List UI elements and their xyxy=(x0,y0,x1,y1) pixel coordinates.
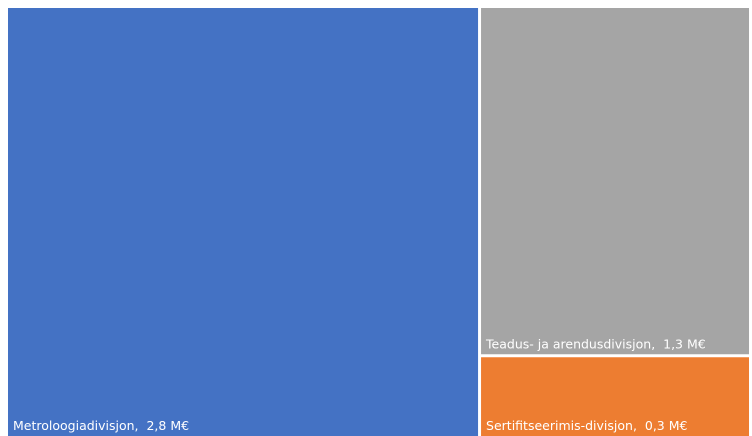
treemap-label-0: Metroloogiadivisjon, 2,8 M€ xyxy=(13,418,189,433)
treemap-tile-1: Teadus- ja arendusdivisjon, 1,3 M€ xyxy=(481,8,749,355)
treemap-tile-0: Metroloogiadivisjon, 2,8 M€ xyxy=(8,8,479,436)
treemap-label-1: Teadus- ja arendusdivisjon, 1,3 M€ xyxy=(485,336,706,351)
treemap-label-2: Sertifitseerimis-divisjon, 0,3 M€ xyxy=(486,418,687,433)
treemap-tile-2: Sertifitseerimis-divisjon, 0,3 M€ xyxy=(481,357,749,436)
treemap-rect-2 xyxy=(481,357,749,436)
treemap-rect-0 xyxy=(8,8,479,436)
treemap-rect-1 xyxy=(481,8,749,355)
